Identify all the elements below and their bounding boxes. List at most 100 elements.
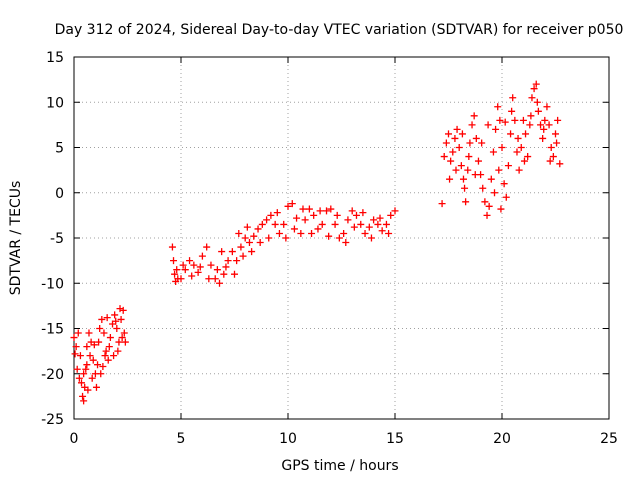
data-point bbox=[79, 392, 87, 400]
data-point bbox=[105, 343, 113, 351]
data-point bbox=[509, 94, 517, 102]
data-point bbox=[84, 386, 92, 394]
data-point bbox=[530, 85, 538, 93]
data-point bbox=[102, 347, 110, 355]
data-point bbox=[179, 261, 187, 269]
data-point bbox=[481, 198, 489, 206]
data-point bbox=[491, 189, 499, 197]
data-point bbox=[308, 229, 316, 237]
data-point bbox=[112, 317, 120, 325]
data-point bbox=[459, 175, 467, 183]
data-point bbox=[168, 243, 176, 251]
data-point bbox=[342, 239, 350, 247]
data-point bbox=[301, 216, 309, 224]
data-point bbox=[220, 270, 228, 278]
data-point bbox=[553, 139, 561, 147]
data-point bbox=[489, 148, 497, 156]
data-point bbox=[267, 211, 275, 219]
data-point bbox=[468, 121, 476, 129]
y-tick-label: -20 bbox=[41, 367, 64, 383]
data-point bbox=[314, 225, 322, 233]
data-point bbox=[118, 334, 126, 342]
data-point bbox=[94, 361, 102, 369]
data-point bbox=[241, 234, 249, 242]
data-point bbox=[228, 248, 236, 256]
data-point bbox=[545, 121, 553, 129]
data-point bbox=[498, 144, 506, 151]
data-point bbox=[485, 202, 493, 210]
data-point bbox=[519, 116, 527, 124]
data-point bbox=[449, 148, 457, 156]
y-tick-label: 10 bbox=[46, 95, 64, 111]
data-point bbox=[382, 220, 390, 228]
data-point bbox=[479, 184, 487, 192]
data-point bbox=[75, 374, 83, 382]
data-point bbox=[316, 207, 324, 215]
data-point bbox=[101, 352, 109, 360]
data-point bbox=[83, 343, 91, 351]
data-point bbox=[497, 205, 505, 213]
data-point bbox=[275, 229, 283, 237]
data-point bbox=[290, 225, 298, 233]
data-point bbox=[72, 343, 80, 351]
data-point bbox=[442, 139, 450, 147]
chart-title: Day 312 of 2024, Sidereal Day-to-day VTE… bbox=[55, 22, 624, 38]
data-point bbox=[547, 144, 555, 151]
data-point bbox=[500, 180, 508, 188]
data-point bbox=[258, 220, 266, 228]
data-point bbox=[543, 103, 551, 111]
x-axis-title: GPS time / hours bbox=[281, 458, 398, 474]
data-point bbox=[457, 162, 465, 170]
data-point bbox=[211, 275, 219, 283]
data-point bbox=[472, 134, 480, 142]
data-point bbox=[533, 98, 541, 106]
y-tick-label: 0 bbox=[55, 186, 64, 202]
data-point bbox=[235, 229, 243, 237]
data-point bbox=[549, 153, 557, 161]
data-point bbox=[522, 130, 530, 138]
x-tick-label: 15 bbox=[386, 431, 404, 447]
data-point bbox=[218, 248, 226, 256]
data-point bbox=[484, 121, 492, 129]
data-point bbox=[464, 166, 472, 174]
data-point bbox=[71, 350, 79, 358]
data-point bbox=[367, 234, 375, 242]
data-point bbox=[254, 225, 262, 233]
data-point bbox=[376, 214, 384, 222]
data-point bbox=[213, 266, 221, 274]
data-point bbox=[171, 270, 179, 278]
data-point bbox=[222, 263, 230, 271]
data-point bbox=[470, 112, 478, 120]
data-point bbox=[110, 352, 118, 360]
data-point bbox=[357, 220, 365, 228]
data-point bbox=[188, 272, 196, 280]
data-point bbox=[318, 220, 326, 228]
data-point bbox=[80, 370, 88, 378]
data-point bbox=[284, 202, 292, 210]
data-point bbox=[344, 216, 352, 224]
x-tick-label: 0 bbox=[70, 431, 79, 447]
data-point bbox=[507, 130, 515, 138]
data-point bbox=[177, 275, 185, 283]
data-point bbox=[471, 171, 479, 179]
data-point bbox=[299, 205, 307, 213]
data-point bbox=[224, 257, 232, 265]
data-point bbox=[271, 220, 279, 228]
data-point bbox=[508, 107, 516, 115]
data-point bbox=[181, 266, 189, 274]
data-point bbox=[83, 361, 91, 369]
data-point bbox=[273, 209, 281, 217]
data-point bbox=[387, 211, 395, 219]
data-point bbox=[198, 252, 206, 260]
data-point bbox=[445, 130, 452, 138]
data-point bbox=[95, 338, 103, 346]
data-point bbox=[74, 329, 82, 337]
data-point bbox=[245, 239, 253, 247]
data-point bbox=[462, 198, 470, 206]
data-point bbox=[310, 211, 318, 219]
data-point bbox=[359, 209, 367, 217]
data-point bbox=[70, 334, 78, 342]
data-point bbox=[111, 311, 119, 319]
data-point bbox=[361, 229, 369, 237]
data-point bbox=[121, 338, 129, 346]
